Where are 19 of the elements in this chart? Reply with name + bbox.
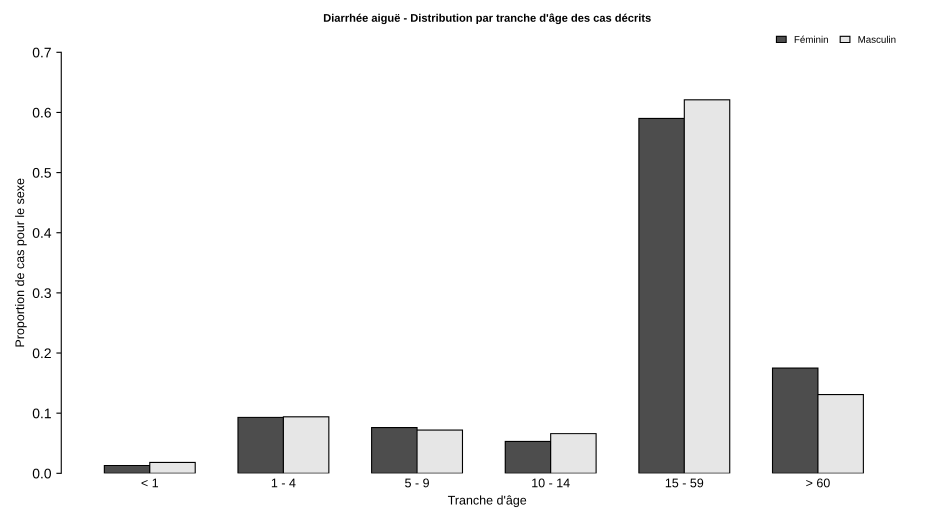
x-tick-label: > 60 [806, 478, 830, 488]
x-axis-title: Tranche d'âge [448, 495, 526, 508]
y-tick-label: 0.0 [32, 468, 52, 478]
y-tick-label: 0.3 [32, 288, 51, 298]
x-tick-label: 5 - 9 [405, 478, 429, 488]
x-tick-label: < 1 [142, 478, 158, 488]
y-tick-label: 0.1 [32, 408, 51, 418]
legend-label: Féminin [794, 36, 828, 43]
y-axis-title: Proportion de cas pour le sexe [15, 178, 27, 347]
legend-label: Masculin [858, 36, 896, 43]
y-tick-label: 0.5 [32, 168, 51, 178]
x-tick-label: 15 - 59 [666, 478, 704, 488]
y-tick-label: 0.7 [32, 48, 51, 58]
y-tick-label: 0.4 [32, 228, 52, 238]
y-tick-label: 0.6 [32, 108, 51, 118]
x-tick-label: 10 - 14 [532, 478, 570, 488]
y-tick-label: 0.2 [32, 348, 51, 358]
chart-title: Diarrhée aiguë - Distribution par tranche d'âge des cas décrits [324, 13, 651, 24]
x-tick-label: 1 - 4 [272, 478, 296, 488]
